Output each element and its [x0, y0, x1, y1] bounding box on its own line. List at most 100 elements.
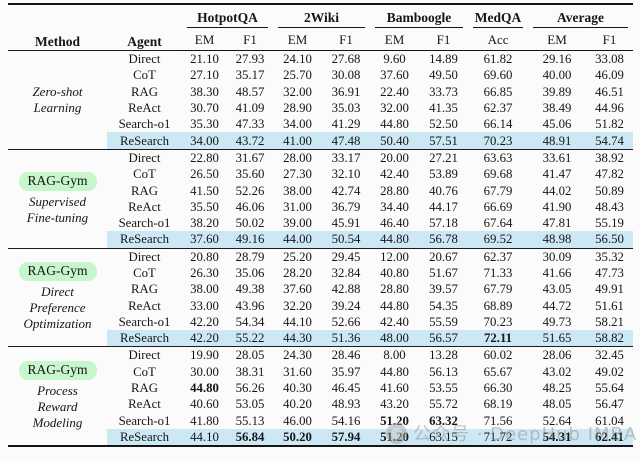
table-row: Search-o1 35.30 47.33 34.00 41.29 44.80 52.50 6…	[8, 116, 633, 132]
value-cell: 50.20	[273, 428, 322, 447]
value-cell: 52.26	[235, 183, 265, 198]
agent-cell: RAG	[130, 282, 159, 297]
value-cell: 66.14	[483, 117, 513, 132]
value-cell: 70.23	[468, 132, 529, 150]
value-cell: 44.00	[273, 231, 322, 249]
table-row: RAG 41.50 52.26 38.00 42.74 28.80 40.76 67.79 44…	[8, 182, 633, 198]
value-cell: 45.06	[542, 117, 572, 132]
table-row: CoT 30.00 38.31 31.60 35.97 44.80 56.13 65.67 43…	[8, 364, 633, 380]
subcol-medqa-acc: Acc	[468, 29, 529, 51]
table-row: Search-o1 38.20 50.02 39.00 45.91 46.40 57.18 6…	[8, 215, 633, 231]
value-cell: 38.49	[542, 101, 572, 116]
value-cell: 22.80	[182, 148, 227, 167]
subcol-2wiki-f1: F1	[322, 29, 371, 51]
group-label: 2Wiki	[278, 10, 366, 28]
value-cell: 28.05	[227, 346, 273, 364]
table-row: RAG 38.30 48.57 32.00 36.91 22.40 33.73 66.85 39…	[8, 84, 633, 100]
agent-cell: RAG	[130, 183, 159, 198]
value-cell: 38.00	[283, 183, 312, 198]
group-label: HotpotQA	[187, 10, 268, 28]
value-cell: 33.00	[190, 298, 219, 313]
value-cell: 44.96	[595, 101, 624, 116]
value-cell: 44.10	[182, 428, 227, 447]
value-cell: 38.20	[190, 216, 219, 231]
value-cell: 40.76	[429, 183, 458, 198]
value-cell: 47.81	[542, 216, 572, 231]
method-label: Zero-shot Learning	[32, 83, 83, 115]
method-pill: RAG-Gym	[18, 171, 97, 191]
value-cell: 45.91	[331, 216, 361, 231]
value-cell: 46.00	[283, 413, 312, 428]
value-cell: 35.32	[586, 247, 634, 265]
value-cell: 43.02	[542, 364, 572, 379]
value-cell: 36.79	[331, 199, 361, 214]
method-label: Direct Preference Optimization	[23, 284, 92, 332]
value-cell: 71.33	[483, 266, 513, 280]
method-cell: RAG-Gym Direct Preference Optimization	[8, 247, 107, 347]
value-cell: 42.20	[182, 330, 227, 347]
table-row: RAG-Gym Direct Preference Optimization Dir…	[8, 247, 634, 347]
value-cell: 49.91	[595, 282, 624, 297]
value-cell: 52.66	[331, 314, 361, 329]
value-cell: 66.85	[483, 84, 513, 99]
value-cell: 68.89	[483, 298, 513, 313]
value-cell: 35.97	[331, 364, 361, 379]
table-body: Zero-shot Learning Direct 21.10 27.93 24.10 2…	[8, 50, 634, 447]
value-cell: 44.80	[380, 364, 409, 379]
value-cell: 32.00	[283, 84, 312, 99]
value-cell: 48.05	[542, 397, 572, 412]
agent-cell: CoT	[133, 167, 156, 182]
value-cell: 26.30	[190, 266, 219, 280]
value-cell: 43.96	[235, 298, 265, 313]
value-cell: 49.38	[235, 282, 265, 297]
value-cell: 46.40	[380, 216, 409, 231]
table-row: RAG 44.80 56.26 40.30 46.45 41.60 53.55 66.30 48…	[8, 380, 633, 396]
value-cell: 55.22	[227, 330, 273, 347]
group-header-hotpotqa: HotpotQA	[182, 4, 273, 29]
group-header-2wiki: 2Wiki	[273, 4, 370, 29]
value-cell: 32.00	[380, 101, 409, 116]
value-cell: 47.48	[322, 132, 371, 150]
value-cell: 24.10	[273, 50, 322, 68]
value-cell: 30.09	[528, 247, 587, 265]
method-cell: RAG-Gym Process Reward Modeling	[8, 346, 107, 447]
agent-cell: Search-o1	[118, 413, 171, 428]
value-cell: 63.15	[419, 428, 469, 447]
value-cell: 53.05	[235, 397, 265, 412]
subcol-2wiki-em: EM	[273, 29, 322, 51]
value-cell: 32.10	[331, 167, 361, 182]
value-cell: 51.36	[322, 330, 371, 347]
value-cell: 50.02	[235, 216, 265, 231]
value-cell: 30.08	[331, 68, 361, 83]
value-cell: 46.51	[595, 84, 624, 99]
value-cell: 61.04	[595, 413, 624, 428]
value-cell: 62.37	[468, 247, 529, 265]
value-cell: 31.67	[227, 148, 273, 167]
value-cell: 44.80	[380, 298, 409, 313]
value-cell: 72.11	[468, 330, 529, 347]
value-cell: 52.64	[542, 413, 572, 428]
value-cell: 66.69	[483, 199, 513, 214]
value-cell: 27.93	[227, 50, 273, 68]
value-cell: 35.03	[331, 101, 361, 116]
value-cell: 43.20	[380, 397, 409, 412]
value-cell: 54.16	[331, 413, 361, 428]
value-cell: 41.66	[542, 266, 572, 280]
value-cell: 43.05	[542, 282, 572, 297]
value-cell: 54.34	[235, 314, 265, 329]
table-row: ReAct 33.00 43.96 32.20 39.24 44.80 54.35 68.89…	[8, 297, 633, 313]
table-row: RAG-Gym Process Reward Modeling Direct 19.9…	[8, 346, 634, 447]
value-cell: 69.60	[483, 68, 513, 83]
value-cell: 9.60	[370, 50, 420, 68]
table-row: ReSearch 42.20 55.22 44.30 51.36 48.00 56.57 72…	[8, 330, 634, 347]
value-cell: 66.30	[483, 381, 513, 396]
value-cell: 48.00	[370, 330, 420, 347]
agent-cell: RAG	[130, 84, 159, 99]
value-cell: 44.10	[283, 314, 312, 329]
value-cell: 21.10	[182, 50, 227, 68]
agent-cell: ReAct	[128, 298, 161, 313]
value-cell: 40.20	[283, 397, 312, 412]
agent-cell: Direct	[107, 50, 182, 68]
table-row: Search-o1 42.20 54.34 44.10 52.66 42.40 55.59 7…	[8, 314, 633, 330]
